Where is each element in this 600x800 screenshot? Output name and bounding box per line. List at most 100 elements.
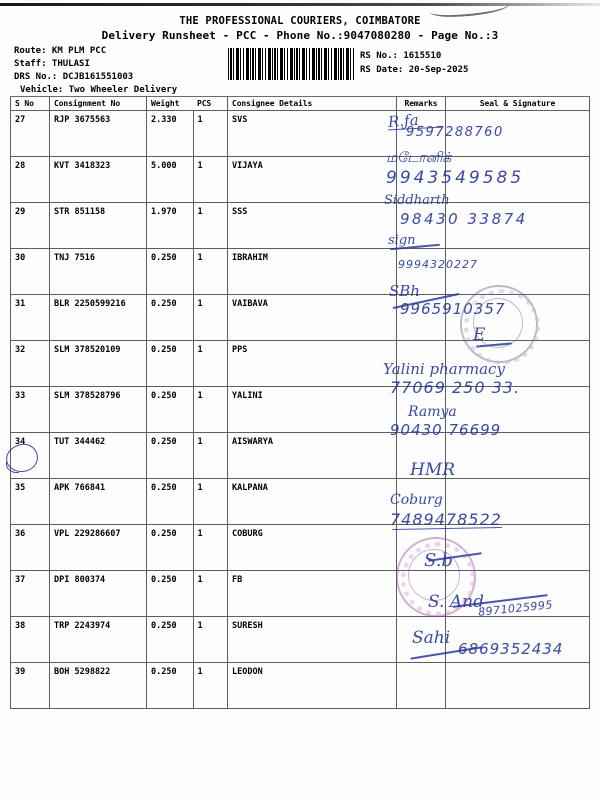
column-header-pcs: PCS	[193, 96, 228, 111]
cell-consignment-no: STR 851158	[49, 202, 147, 249]
cell-weight: 2.330	[146, 110, 194, 157]
consignment-meta-left: Route: KM PLM PCC Staff: THULASI DRS No.…	[14, 45, 177, 97]
table-row: 30 TNJ 7516 0.250 1 IBRAHIM	[10, 248, 590, 295]
cell-weight: 0.250	[146, 294, 194, 341]
document-header: THE PROFESSIONAL COURIERS, COIMBATORE De…	[0, 14, 600, 43]
barcode-icon	[228, 48, 356, 80]
cell-consignment-no: BLR 2250599216	[49, 294, 147, 341]
cell-seal-signature	[445, 478, 590, 525]
cell-consignment-no: SLM 378520109	[49, 340, 147, 387]
cell-remarks	[396, 478, 446, 525]
cell-consignment-no: SLM 378528796	[49, 386, 147, 433]
cell-pcs: 1	[192, 248, 228, 295]
cell-weight: 0.250	[146, 248, 194, 295]
cell-remarks	[396, 570, 446, 617]
cell-weight: 0.250	[146, 432, 194, 479]
cell-consignee: SSS	[227, 202, 397, 249]
table-row: 28 KVT 3418323 5.000 1 VIJAYA	[10, 156, 590, 203]
table-row: 31 BLR 2250599216 0.250 1 VAIBAVA	[10, 294, 590, 341]
cell-consignee: PPS	[227, 340, 397, 387]
table-row: 39 BOH 5298822 0.250 1 LEODON	[10, 662, 590, 709]
cell-weight: 0.250	[146, 386, 194, 433]
cell-consignee: VAIBAVA	[227, 294, 397, 341]
cell-sno: 27	[10, 110, 50, 157]
cell-pcs: 1	[192, 340, 228, 387]
cell-seal-signature	[445, 202, 590, 249]
cell-remarks	[396, 340, 446, 387]
cell-seal-signature	[445, 340, 590, 387]
cell-consignee: YALINI	[227, 386, 397, 433]
cell-pcs: 1	[192, 432, 228, 479]
cell-consignee: VIJAYA	[227, 156, 397, 203]
cell-sno: 36	[10, 524, 50, 571]
cell-consignee: COBURG	[227, 524, 397, 571]
cell-consignee: LEODON	[227, 662, 397, 709]
cell-sno: 30	[10, 248, 50, 295]
cell-seal-signature	[445, 110, 590, 157]
cell-remarks	[396, 294, 446, 341]
cell-seal-signature	[445, 662, 590, 709]
cell-weight: 0.250	[146, 478, 194, 525]
cell-sno: 34	[10, 432, 50, 479]
cell-consignment-no: TNJ 7516	[49, 248, 147, 295]
cell-consignment-no: RJP 3675563	[49, 110, 147, 157]
route-label: Route: KM PLM PCC	[14, 46, 107, 56]
table-row: 27 RJP 3675563 2.330 1 SVS	[10, 110, 590, 157]
cell-weight: 0.250	[146, 340, 194, 387]
cell-remarks	[396, 386, 446, 433]
cell-seal-signature	[445, 432, 590, 479]
cell-seal-signature	[445, 570, 590, 617]
column-header-sno: S No	[10, 96, 50, 111]
cell-weight: 1.970	[146, 202, 194, 249]
cell-weight: 5.000	[146, 156, 194, 203]
column-header-weight: Weight	[146, 96, 193, 111]
cell-remarks	[396, 156, 446, 203]
rs-number-label: RS No.: 1615510	[360, 51, 442, 61]
cell-sno: 35	[10, 478, 50, 525]
table-row: 35 APK 766841 0.250 1 KALPANA	[10, 478, 590, 525]
table-row: 34 TUT 344462 0.250 1 AISWARYA	[10, 432, 590, 479]
drs-number-label: DRS No.: DCJB161551003	[14, 72, 134, 82]
cell-sno: 37	[10, 570, 50, 617]
cell-remarks	[396, 524, 446, 571]
cell-weight: 0.250	[146, 570, 194, 617]
cell-remarks	[396, 110, 446, 157]
cell-pcs: 1	[192, 616, 228, 663]
cell-consignee: AISWARYA	[227, 432, 397, 479]
cell-sno: 32	[10, 340, 50, 387]
cell-consignee: KALPANA	[227, 478, 397, 525]
column-header-remarks: Remarks	[396, 96, 446, 111]
cell-sno: 29	[10, 202, 50, 249]
cell-sno: 31	[10, 294, 50, 341]
table-body: 27 RJP 3675563 2.330 1 SVS 28 KVT 3418323 5.000…	[10, 110, 590, 709]
cell-seal-signature	[445, 616, 590, 663]
column-header-consignee-details: Consignee Details	[227, 96, 397, 111]
cell-remarks	[396, 248, 446, 295]
rs-date-label: RS Date: 20-Sep-2025	[360, 65, 469, 75]
cell-pcs: 1	[192, 110, 228, 157]
cell-pcs: 1	[192, 524, 228, 571]
scan-edge-shadow	[0, 3, 600, 6]
cell-seal-signature	[445, 156, 590, 203]
cell-sno: 38	[10, 616, 50, 663]
cell-consignee: IBRAHIM	[227, 248, 397, 295]
cell-pcs: 1	[192, 570, 228, 617]
table-row: 32 SLM 378520109 0.250 1 PPS	[10, 340, 590, 387]
cell-weight: 0.250	[146, 524, 194, 571]
cell-consignee: FB	[227, 570, 397, 617]
cell-sno: 33	[10, 386, 50, 433]
cell-consignment-no: BOH 5298822	[49, 662, 147, 709]
cell-consignment-no: TUT 344462	[49, 432, 147, 479]
cell-consignee: SURESH	[227, 616, 397, 663]
cell-consignment-no: TRP 2243974	[49, 616, 147, 663]
cell-weight: 0.250	[146, 616, 194, 663]
staff-label: Staff: THULASI	[14, 59, 90, 69]
cell-sno: 28	[10, 156, 50, 203]
cell-remarks	[396, 662, 446, 709]
column-header-consignment-no: Consignment No	[49, 96, 147, 111]
cell-pcs: 1	[192, 478, 228, 525]
cell-remarks	[396, 202, 446, 249]
table-row: 36 VPL 229286607 0.250 1 COBURG	[10, 524, 590, 571]
cell-consignee: SVS	[227, 110, 397, 157]
cell-remarks	[396, 432, 446, 479]
